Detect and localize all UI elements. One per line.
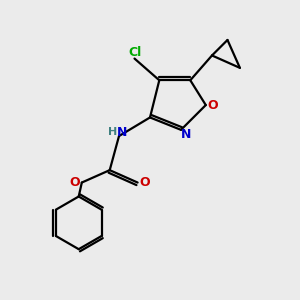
Text: O: O xyxy=(70,176,80,189)
Text: N: N xyxy=(117,126,127,139)
Text: O: O xyxy=(139,176,150,189)
Text: Cl: Cl xyxy=(128,46,141,59)
Text: N: N xyxy=(181,128,191,141)
Text: O: O xyxy=(207,99,218,112)
Text: H: H xyxy=(108,127,117,137)
